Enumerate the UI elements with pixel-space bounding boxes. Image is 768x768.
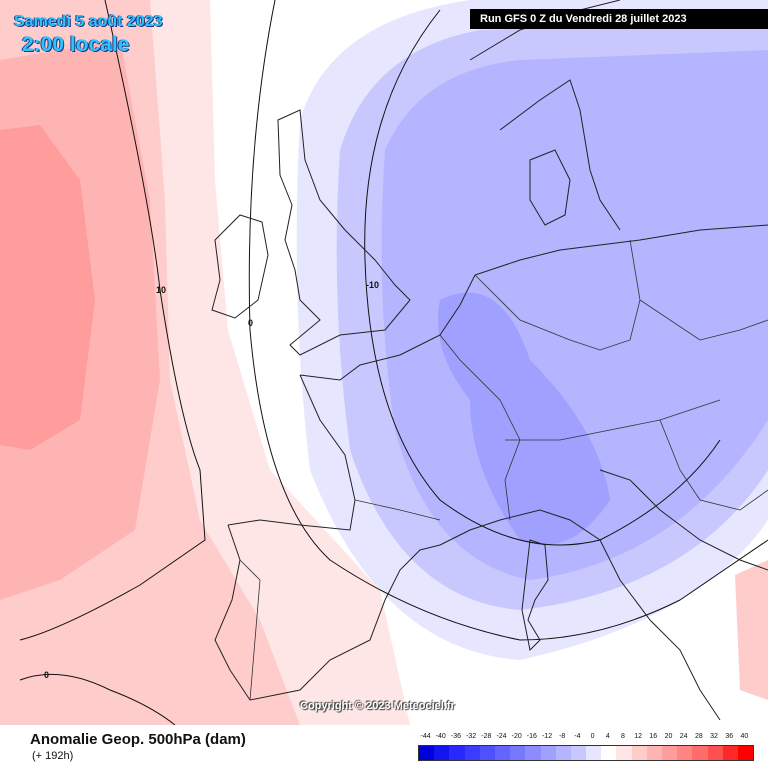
legend-label: -16 [526,733,537,740]
coastline-iberia [214,524,441,701]
coastline-adriatic [599,469,768,571]
legend-swatch [662,746,678,760]
legend-label: -32 [466,733,477,740]
coastline-denmark [529,149,571,226]
legend-swatch [707,746,723,760]
forecast-lead: (+ 192h) [32,750,74,762]
run-info: Run GFS 0 Z du Vendredi 28 juillet 2023 [470,9,768,29]
legend-label: -8 [559,733,566,740]
legend-swatch [722,746,738,760]
border-east [629,239,768,341]
legend-swatch [677,746,693,760]
legend-swatch [631,746,647,760]
border-pyrenees [354,499,441,521]
legend-swatch [586,746,602,760]
legend-label: 28 [694,733,703,740]
border-germany [474,274,641,351]
color-legend [418,745,754,761]
coastline-bay-of-biscay [227,374,356,531]
legend-label: 0 [590,733,595,740]
negative-anomaly-core [438,292,610,545]
positive-anomaly-se [735,560,768,700]
legend-label: 20 [664,733,673,740]
coastline-great-britain [277,109,411,356]
legend-label: 16 [649,733,658,740]
legend-swatch [570,746,587,760]
border-france [439,334,521,521]
border-alps [505,399,721,441]
legend-label: 32 [710,733,718,740]
legend-label: -4 [574,733,581,740]
forecast-date: Samedi 5 août 2023 [14,13,163,30]
legend-label: 40 [740,733,749,740]
contour-label: -10 [366,280,379,290]
coastline-corsica [521,539,549,652]
legend-swatch [464,746,480,760]
legend-swatch [419,746,435,760]
legend-label: -44 [420,733,431,740]
forecast-time: 2:00 locale [22,33,130,56]
border-balkans [659,419,768,511]
legend-labels: -44 -40 -36 -32 -28 -24 -20 -16 -12 -8 -4 0 4 8 12 16 20… [418,733,752,743]
contour-line-0-south [19,673,176,725]
copyright: Copyright © 2023 Meteociel.fr [300,700,455,712]
legend-swatch [555,746,571,760]
border-spain-portugal [239,559,261,701]
legend-label: -24 [496,733,507,740]
footer: Anomalie Geop. 500hPa (dam) (+ 192h) -44… [0,725,768,768]
legend-swatch [449,746,465,760]
contour-label: 0 [44,670,49,680]
map-title: Anomalie Geop. 500hPa (dam) [30,731,246,748]
contour-line-0-west [248,0,768,641]
legend-swatch [616,746,632,760]
legend-swatch [646,746,662,760]
coastline-med [439,509,721,721]
legend-label: -28 [481,733,492,740]
legend-label: -36 [450,733,462,740]
legend-label: 24 [679,733,688,740]
legend-swatch [692,746,708,760]
legend-swatch [494,746,511,760]
coastline-ireland [211,214,269,319]
legend-swatch [540,746,556,760]
contour-line-10 [19,0,206,641]
contour-label: 10 [156,285,166,295]
contour-label: 0 [248,318,253,328]
legend-swatch [601,746,617,760]
anomaly-map: 10 0 -10 0 [0,0,768,725]
legend-swatch [510,746,526,760]
legend-label: -40 [435,733,446,740]
positive-anomaly-peak [0,125,95,450]
legend-swatch [479,746,495,760]
legend-label: 36 [725,733,734,740]
legend-swatch [525,746,541,760]
legend-label: -12 [541,733,553,740]
legend-label: 12 [634,733,643,740]
legend-label: -20 [511,733,522,740]
legend-swatch [737,746,754,760]
legend-label: 4 [605,733,610,740]
contour-line-minus10 [364,9,721,546]
legend-swatch [434,746,450,760]
legend-label: 8 [621,733,625,740]
